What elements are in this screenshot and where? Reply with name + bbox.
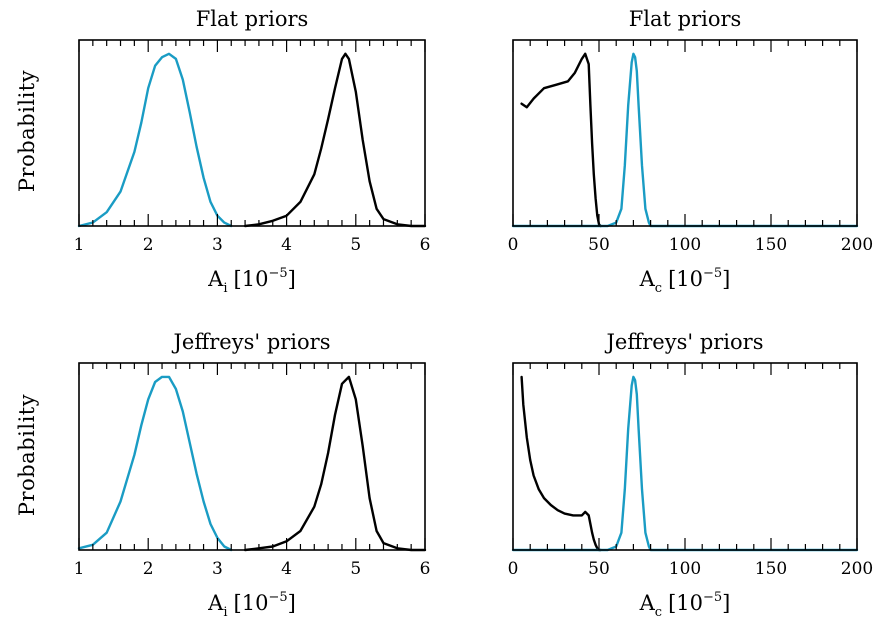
x-tick-label: 50 [588,235,610,255]
panel-title: Jeffreys' priors [605,330,764,354]
panel-title: Flat priors [196,7,309,31]
x-tick-label: 100 [669,235,701,255]
x-tick-label: 4 [281,559,292,579]
series-line-black [243,52,427,228]
x-tick-label: 3 [212,559,223,579]
plot-frame [78,362,426,551]
x-tick-label: 6 [420,559,431,579]
y-axis-label-top: Probability [15,70,39,192]
x-tick-label: 4 [281,235,292,255]
x-tick-label: 200 [841,235,873,255]
series-line-cyan [77,52,233,228]
plot-frame [78,39,426,227]
x-tick-label: 1 [74,559,85,579]
panel-title: Flat priors [629,7,742,31]
x-tick-label: 5 [350,235,361,255]
x-tick-label: 1 [74,235,85,255]
plot-frame [512,39,858,227]
x-tick-label: 2 [143,235,154,255]
x-axis-label: Ac [10−5] [639,266,731,296]
x-tick-label: 0 [508,559,519,579]
x-tick-label: 6 [420,235,431,255]
x-axis-label: Ac [10−5] [639,590,731,619]
series-line-cyan [511,375,859,552]
x-tick-label: 3 [212,235,223,255]
x-tick-label: 0 [508,235,519,255]
x-tick-label: 150 [755,559,787,579]
plot-frame [512,362,858,551]
series-line-cyan [77,375,233,552]
panel-top-left: Flat priors 1 2 3 4 5 6 Ai [10−5] [74,7,431,296]
x-tick-label: 100 [669,559,701,579]
x-tick-label: 50 [588,559,610,579]
x-tick-label: 200 [841,559,873,579]
x-tick-label: 2 [143,559,154,579]
series-line-black [520,375,602,552]
x-tick-label: 5 [350,559,361,579]
x-axis-label: Ai [10−5] [207,590,296,619]
x-axis-label: Ai [10−5] [207,266,296,296]
series-line-black [243,375,427,552]
panel-bottom-right: Jeffreys' priors 0 50 100 150 200 Ac [10−5] [508,330,874,619]
panel-title: Jeffreys' priors [172,330,331,354]
series-line-cyan [511,52,859,228]
panel-bottom-left: Jeffreys' priors 1 2 3 4 5 6 Ai [10−5] [74,330,431,619]
series-line-black [520,52,602,228]
x-tick-label: 150 [755,235,787,255]
panel-top-right: Flat priors 0 50 100 150 200 Ac [10−5] [508,7,874,296]
y-axis-label-bottom: Probability [15,394,39,516]
